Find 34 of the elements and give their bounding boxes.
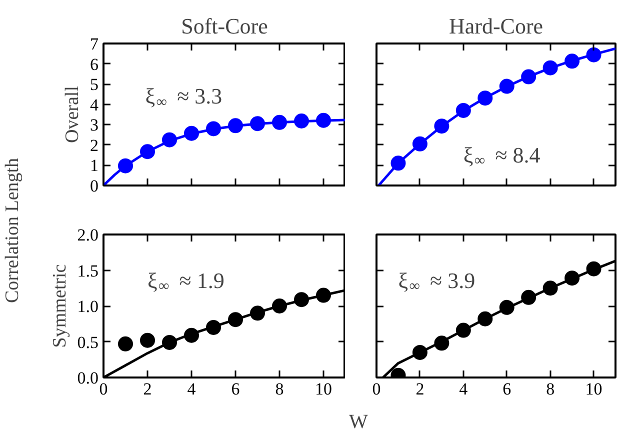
chart-title: Hard-Core [448,14,544,38]
x-tick-label: 10 [315,380,332,398]
chart-title: Soft-Core [181,14,268,38]
x-tick-label: 2 [143,380,152,398]
y-tick-label: 0 [90,176,98,196]
x-tick-label: 2 [416,380,424,398]
y-tick-label: 1 [90,156,98,176]
annotation: ξ∞ ≈ 1.9 [148,268,224,294]
x-tick-label: 6 [231,380,240,398]
y-tick-label: 3 [90,116,98,135]
y-axis-title: Overall [62,86,83,143]
y-tick-label: 1.5 [77,261,98,280]
y-tick-label: 1.0 [77,297,98,316]
y-axis-title: Symmetric [49,264,70,348]
y-tick-label: 6 [90,54,98,74]
x-tick-label: 10 [585,380,602,398]
y-tick-label: 5 [90,75,98,94]
annotation: ξ∞ ≈ 8.4 [463,142,540,170]
x-tick-label: 4 [459,380,468,398]
x-tick-label: 0 [372,380,381,398]
y-tick-label: 2 [90,136,98,155]
x-tick-label: 8 [546,380,555,398]
x-axis-title: W [349,410,368,433]
x-tick-label: 6 [502,380,512,398]
y-tick-label: 2.0 [77,226,98,244]
annotation: ξ∞ ≈ 3.3 [145,84,222,110]
text: Correlation Length [2,157,24,304]
y-tick-label: 0.0 [77,368,98,388]
y-tick-label: 4 [90,95,99,114]
annotation: ξ∞ ≈ 3.9 [398,268,476,294]
y-tick-label: 0.5 [77,332,98,352]
x-tick-label: 4 [187,380,196,398]
x-tick-label: 8 [275,380,284,398]
y-tick-label: 7 [90,34,99,54]
